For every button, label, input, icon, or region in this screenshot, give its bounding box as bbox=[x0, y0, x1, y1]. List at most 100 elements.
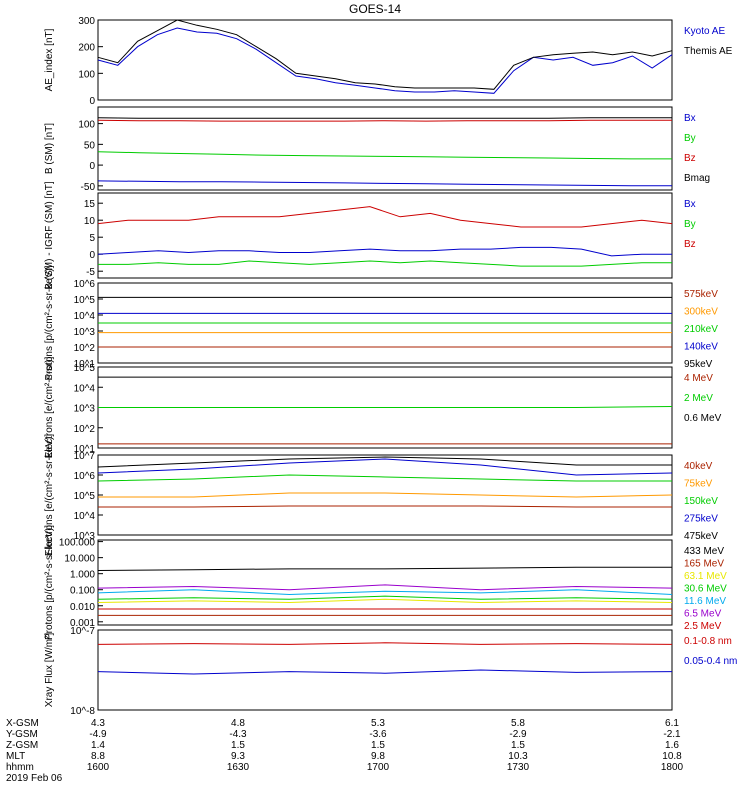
series-line-11.6-MeV bbox=[97, 589, 673, 596]
y-tick-label: 0.010 bbox=[70, 602, 95, 613]
y-tick-label: 0.001 bbox=[70, 618, 95, 629]
series-line-0.1-0.8-nm bbox=[97, 642, 673, 645]
y-tick-label: 300 bbox=[78, 16, 95, 27]
series-line-40keV bbox=[98, 505, 672, 508]
series-line-By bbox=[98, 260, 672, 267]
panel-0: 0 100 200 300 AE_index [nT] Kyoto AE Themis AE bbox=[44, 16, 733, 107]
y-tick-label: 1.000 bbox=[70, 570, 95, 581]
y-tick-label: 10^5 bbox=[74, 363, 96, 374]
y-tick-label: 10^4 bbox=[74, 311, 96, 322]
footer-value: 1.6 bbox=[665, 740, 679, 751]
series-line-Themis-AE bbox=[97, 19, 673, 90]
legend-entry: 165 MeV bbox=[684, 559, 724, 570]
y-tick-label: 10^4 bbox=[74, 511, 96, 522]
y-tick-label: 10^-7 bbox=[70, 626, 95, 637]
y-tick-label: 5 bbox=[89, 233, 95, 244]
footer-value: 4.3 bbox=[91, 718, 105, 729]
series-line-6.5-MeV bbox=[97, 584, 673, 591]
footer-value: 6.1 bbox=[665, 718, 679, 729]
y-tick-label: 10^3 bbox=[74, 404, 96, 415]
y-tick-label: 10^5 bbox=[74, 295, 96, 306]
footer-value: 9.8 bbox=[371, 751, 385, 762]
legend-entry: 6.5 MeV bbox=[684, 609, 722, 620]
legend-entry: Bx bbox=[684, 199, 696, 210]
y-axis-label: Xray Flux [W/m²] bbox=[44, 633, 55, 708]
footer-value: 1.4 bbox=[91, 740, 105, 751]
y-tick-label: 10^4 bbox=[74, 383, 96, 394]
series-line-2-MeV bbox=[98, 406, 673, 408]
series-line-Bz bbox=[97, 119, 672, 122]
y-tick-label: 0.100 bbox=[70, 586, 95, 597]
legend-entry: Bmag bbox=[684, 173, 710, 184]
footer-value: -2.1 bbox=[663, 729, 681, 740]
legend-entry: 210keV bbox=[684, 324, 718, 335]
y-tick-label: 50 bbox=[84, 140, 96, 151]
legend-entry: 575keV bbox=[684, 289, 718, 300]
series-line-Bx bbox=[97, 180, 672, 187]
y-tick-label: 100 bbox=[78, 120, 95, 131]
y-tick-label: -5 bbox=[86, 267, 95, 278]
footer-value: 8.8 bbox=[91, 751, 105, 762]
legend-entry: 0.6 MeV bbox=[684, 413, 722, 424]
footer-row-label: Z-GSM bbox=[6, 740, 38, 751]
y-tick-label: 10 bbox=[84, 216, 96, 227]
y-tick-label: 0 bbox=[89, 250, 95, 261]
series-line-0.05-0.4-nm bbox=[97, 669, 673, 675]
y-tick-label: 100 bbox=[78, 69, 95, 80]
y-tick-label: 10^3 bbox=[74, 531, 96, 542]
legend-entry: 2.5 MeV bbox=[684, 621, 722, 632]
y-tick-label: 200 bbox=[78, 43, 95, 54]
footer-value: 5.8 bbox=[511, 718, 525, 729]
series-line-By bbox=[97, 151, 672, 160]
legend-entry: 433 MeV bbox=[684, 546, 724, 557]
footer-value: 1700 bbox=[367, 762, 390, 773]
series-line-475keV bbox=[97, 456, 672, 468]
footer-value: -2.9 bbox=[509, 729, 527, 740]
footer-value: 10.3 bbox=[508, 751, 528, 762]
legend-entry: 150keV bbox=[684, 496, 718, 507]
legend-entry: 40keV bbox=[684, 461, 713, 472]
y-tick-label: 0 bbox=[89, 96, 95, 107]
series-line-75keV bbox=[98, 492, 673, 498]
y-tick-label: 10^6 bbox=[74, 279, 96, 290]
series-line-Kyoto-AE bbox=[97, 27, 673, 94]
legend-entry: 300keV bbox=[684, 307, 718, 318]
legend-entry: 11.6 MeV bbox=[684, 596, 726, 607]
y-tick-label: 10^1 bbox=[74, 444, 96, 455]
legend-entry: Kyoto AE bbox=[684, 26, 725, 37]
y-tick-label: 15 bbox=[84, 199, 96, 210]
legend-entry: 0.05-0.4 nm bbox=[684, 656, 737, 667]
panel-7: 10^-8 10^-7 Xray Flux [W/m²] 0.1-0.8 nm 0.05… bbox=[44, 626, 737, 717]
legend-entry: 95keV bbox=[684, 359, 713, 370]
panel-frame bbox=[97, 106, 673, 191]
legend-entry: By bbox=[684, 219, 696, 230]
y-tick-label: 10^2 bbox=[74, 424, 96, 435]
footer-value: -4.9 bbox=[89, 729, 107, 740]
legend-entry: 75keV bbox=[684, 479, 713, 490]
y-tick-label: 0 bbox=[89, 161, 95, 172]
footer-date: 2019 Feb 06 bbox=[6, 773, 63, 784]
y-tick-label: 10^6 bbox=[74, 471, 96, 482]
y-axis-label: Protons [p/(cm²-s-sr-keV)] bbox=[44, 525, 55, 640]
footer-value: 9.3 bbox=[231, 751, 245, 762]
panel-3: 10^1 10^2 10^3 10^4 10^5 10^6 Protons [p/(cm²-… bbox=[44, 265, 718, 380]
footer-value: 1630 bbox=[227, 762, 250, 773]
footer-value: 1.5 bbox=[371, 740, 385, 751]
footer-row-label: MLT bbox=[6, 751, 25, 762]
footer-value: -4.3 bbox=[229, 729, 247, 740]
legend-entry: 63.1 MeV bbox=[684, 571, 727, 582]
series-line-63.1-MeV bbox=[97, 598, 673, 604]
panel-frame bbox=[97, 192, 673, 279]
legend-entry: 475keV bbox=[684, 531, 718, 542]
footer: X-GSM 4.3 4.8 5.3 5.8 6.1 Y-GSM -4.9 -4.3 -3.6 -2.… bbox=[6, 718, 684, 784]
series-line-Bz bbox=[97, 206, 673, 228]
panel-4: 10^1 10^2 10^3 10^4 10^5 Electrons [e/(cm²-s-… bbox=[44, 356, 722, 458]
y-tick-label: 10^7 bbox=[74, 451, 96, 462]
y-tick-label: -50 bbox=[81, 182, 96, 193]
legend-entry: 0.1-0.8 nm bbox=[684, 636, 732, 647]
legend-entry: Bx bbox=[684, 113, 696, 124]
legend-entry: 4 MeV bbox=[684, 373, 713, 384]
legend-entry: Bz bbox=[684, 239, 696, 250]
